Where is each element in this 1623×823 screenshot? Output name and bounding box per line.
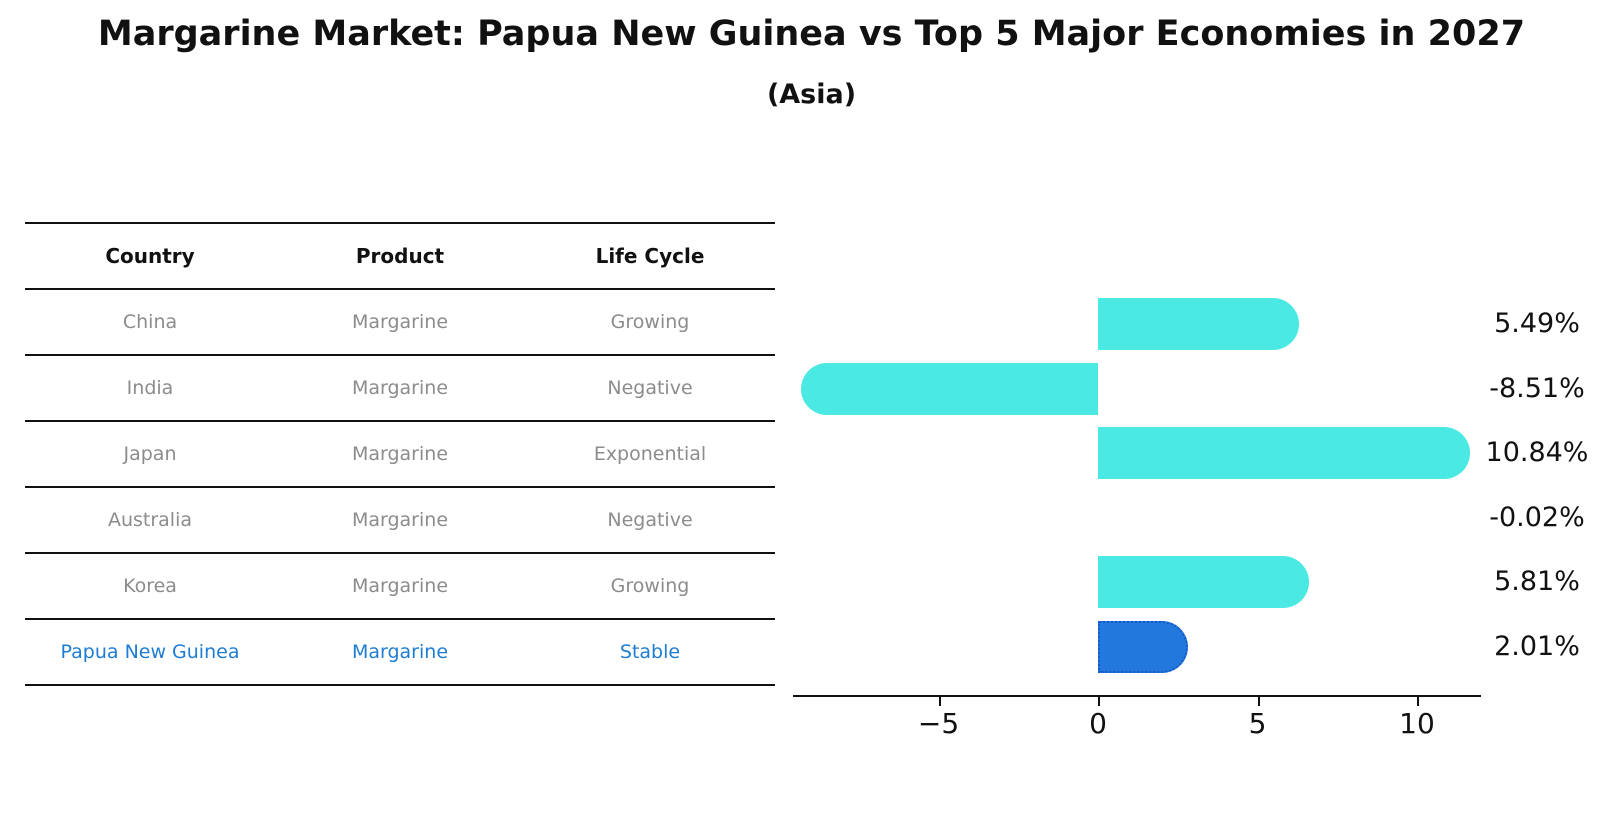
cell-life-cycle: Exponential	[593, 443, 707, 465]
cell-product: Margarine	[351, 575, 449, 597]
bar-japan	[1098, 427, 1470, 480]
value-label-australia: -0.02%	[1489, 501, 1585, 533]
table-row-papua-new-guinea: Papua New Guinea Margarine Stable	[25, 620, 775, 686]
x-tick-label--5: −5	[917, 707, 960, 740]
x-tick-label-5: 5	[1248, 707, 1267, 740]
cell-life-cycle: Stable	[619, 641, 681, 663]
header-product: Product	[355, 244, 445, 268]
header-country: Country	[105, 244, 195, 268]
x-tick-mark--5	[938, 697, 941, 706]
cell-country: Japan	[123, 443, 177, 465]
cell-product: Margarine	[351, 641, 449, 663]
header-life-cycle: Life Cycle	[595, 244, 705, 268]
cell-product: Margarine	[351, 443, 449, 465]
table-row-japan: Japan Margarine Exponential	[25, 422, 775, 488]
table-row-india: India Margarine Negative	[25, 356, 775, 422]
table-body: China Margarine Growing India Margarine Negat…	[25, 290, 775, 686]
cell-country: Korea	[123, 575, 177, 597]
table-row-china: China Margarine Growing	[25, 290, 775, 356]
x-tick-label-0: 0	[1089, 707, 1107, 740]
cell-country: China	[122, 311, 178, 333]
chart-title: Margarine Market: Papua New Guinea vs To…	[97, 14, 1526, 54]
value-label-korea: 5.81%	[1494, 566, 1580, 598]
country-table: Country Product Life Cycle China Margarin…	[25, 222, 775, 686]
bar-india	[800, 362, 1098, 415]
value-label-papua-new-guinea: 2.01%	[1494, 631, 1580, 662]
cell-country: Papua New Guinea	[60, 641, 240, 663]
chart-subtitle: (Asia)	[766, 79, 857, 110]
table-header-row: Country Product Life Cycle	[25, 224, 775, 290]
cell-life-cycle: Negative	[607, 377, 693, 399]
value-label-japan: 10.84%	[1485, 437, 1589, 469]
x-tick-mark-10	[1417, 697, 1419, 706]
cell-life-cycle: Negative	[607, 509, 693, 531]
bar-china	[1098, 298, 1300, 350]
cell-product: Margarine	[351, 311, 449, 333]
x-tick-mark-5	[1257, 697, 1260, 706]
cell-country: India	[126, 377, 174, 399]
bar-papua-new-guinea	[1098, 621, 1189, 673]
x-tick-label-10: 10	[1399, 707, 1435, 740]
value-label-china: 5.49%	[1494, 308, 1580, 339]
cell-product: Margarine	[351, 377, 449, 399]
cell-life-cycle: Growing	[610, 575, 690, 597]
table-row-korea: Korea Margarine Growing	[25, 554, 775, 620]
x-tick-mark-0	[1098, 697, 1100, 706]
table-row-australia: Australia Margarine Negative	[25, 488, 775, 554]
cell-life-cycle: Growing	[610, 311, 690, 333]
value-label-india: -8.51%	[1489, 372, 1585, 404]
cell-product: Margarine	[351, 509, 449, 531]
x-axis-line	[793, 695, 1481, 697]
cell-country: Australia	[107, 509, 193, 531]
bar-korea	[1098, 556, 1310, 609]
